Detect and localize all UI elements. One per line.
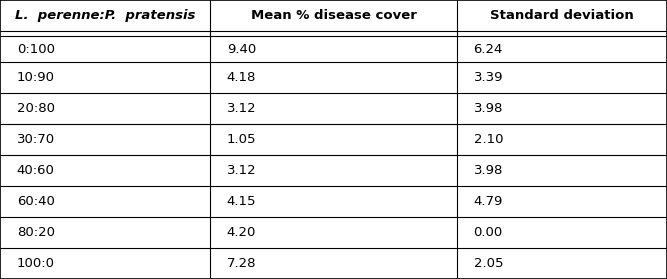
- Text: 3.39: 3.39: [474, 71, 503, 84]
- Text: 30:70: 30:70: [17, 133, 55, 146]
- Text: 0.00: 0.00: [474, 226, 503, 239]
- Text: 3.98: 3.98: [474, 102, 503, 115]
- Text: 1.05: 1.05: [227, 133, 256, 146]
- Text: 2.10: 2.10: [474, 133, 503, 146]
- Text: 2.05: 2.05: [474, 257, 503, 270]
- Text: 3.12: 3.12: [227, 164, 256, 177]
- Text: 80:20: 80:20: [17, 226, 55, 239]
- Text: 10:90: 10:90: [17, 71, 55, 84]
- Text: L.  perenne:P.  pratensis: L. perenne:P. pratensis: [15, 9, 195, 22]
- Text: 4.20: 4.20: [227, 226, 256, 239]
- Text: 4.18: 4.18: [227, 71, 256, 84]
- Text: Standard deviation: Standard deviation: [490, 9, 634, 22]
- Text: 9.40: 9.40: [227, 42, 256, 56]
- Text: 6.24: 6.24: [474, 42, 503, 56]
- Text: 4.15: 4.15: [227, 195, 256, 208]
- Text: 60:40: 60:40: [17, 195, 55, 208]
- Text: 100:0: 100:0: [17, 257, 55, 270]
- Text: 4.79: 4.79: [474, 195, 503, 208]
- Text: 0:100: 0:100: [17, 42, 55, 56]
- Text: 3.98: 3.98: [474, 164, 503, 177]
- Text: 40:60: 40:60: [17, 164, 55, 177]
- Text: Mean % disease cover: Mean % disease cover: [251, 9, 416, 22]
- Text: 20:80: 20:80: [17, 102, 55, 115]
- Text: 7.28: 7.28: [227, 257, 256, 270]
- Text: 3.12: 3.12: [227, 102, 256, 115]
